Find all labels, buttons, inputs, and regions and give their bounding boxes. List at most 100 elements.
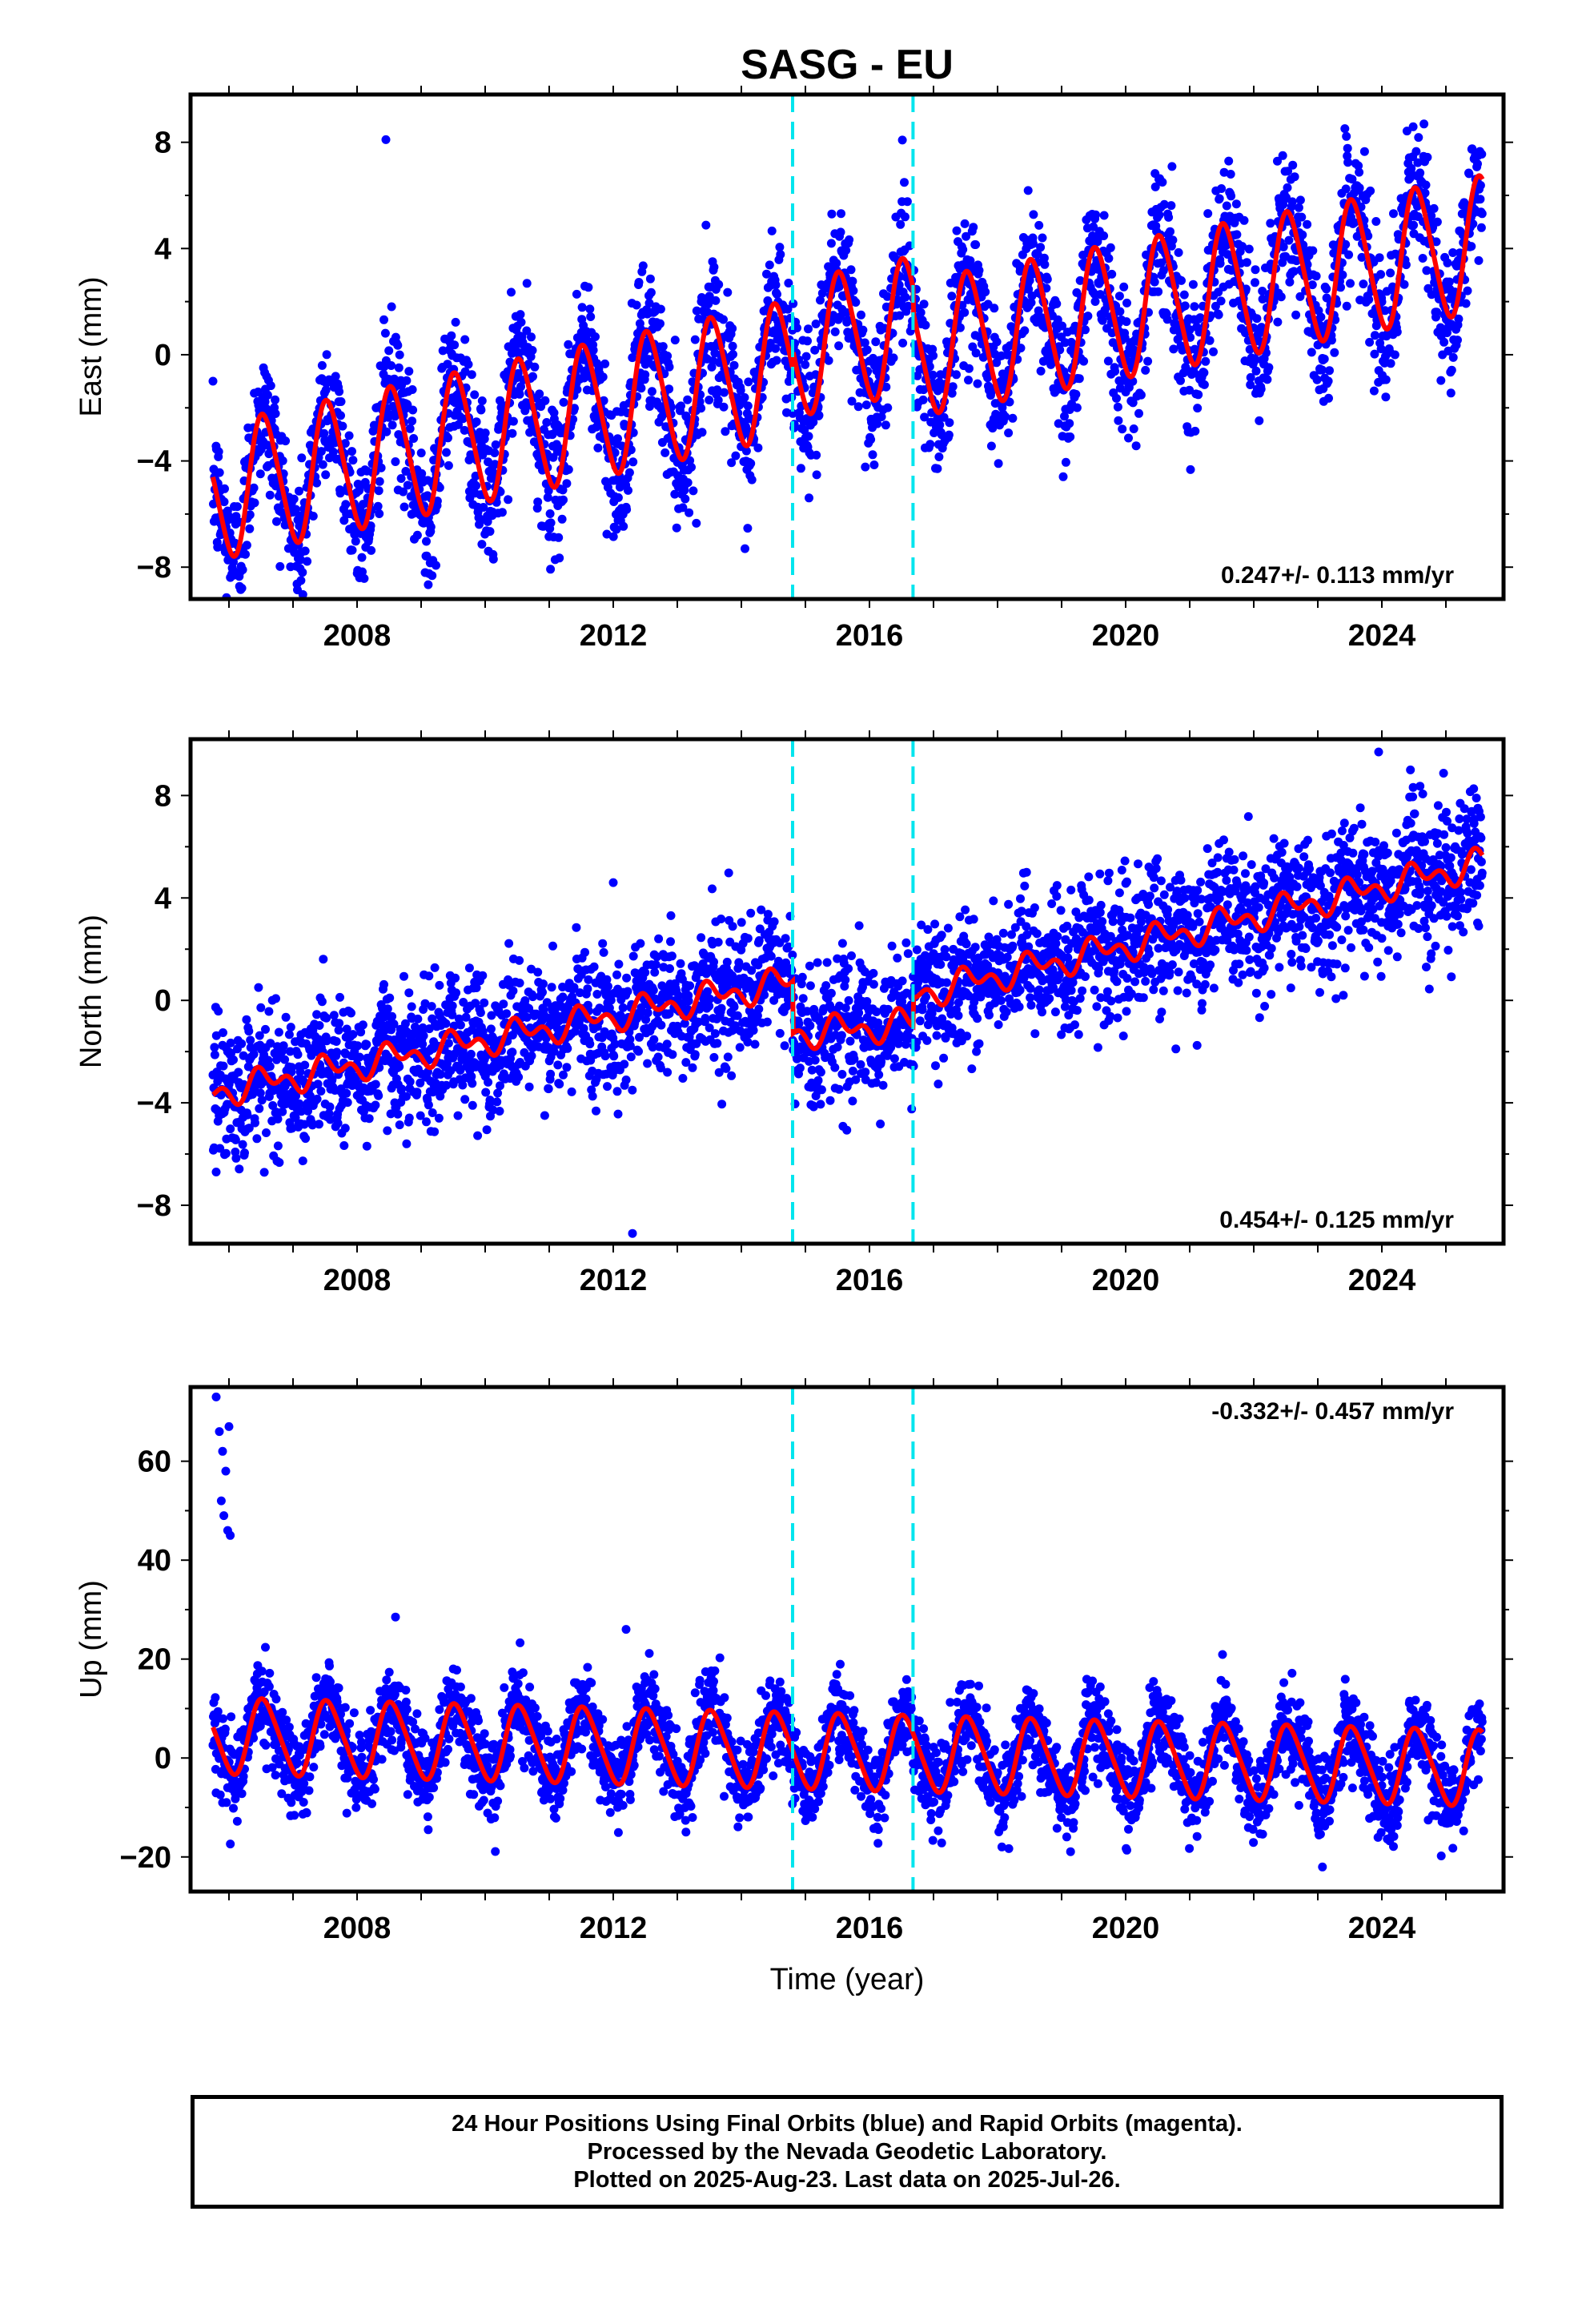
- data-point: [543, 493, 552, 502]
- data-point: [393, 1109, 403, 1119]
- data-point: [666, 911, 676, 920]
- data-point: [1381, 392, 1391, 402]
- data-point: [297, 453, 307, 463]
- data-point: [441, 1019, 451, 1028]
- data-point: [589, 962, 599, 971]
- data-point: [588, 1092, 597, 1101]
- data-point: [827, 209, 837, 219]
- data-point: [516, 382, 525, 392]
- data-point: [219, 1061, 228, 1071]
- data-point: [613, 434, 622, 444]
- data-point: [232, 502, 242, 512]
- data-point: [624, 485, 632, 495]
- data-point: [801, 352, 811, 361]
- data-point: [328, 447, 338, 456]
- data-point: [697, 428, 707, 437]
- data-point: [492, 1097, 502, 1107]
- data-point: [401, 1092, 411, 1101]
- data-point: [242, 1015, 251, 1024]
- data-point: [804, 324, 813, 334]
- data-point: [570, 404, 579, 413]
- data-point: [992, 337, 1002, 347]
- data-point: [858, 325, 868, 335]
- data-point: [1246, 372, 1255, 382]
- data-point: [513, 368, 523, 378]
- data-point: [371, 1080, 380, 1089]
- data-point: [539, 979, 548, 989]
- data-point: [705, 994, 715, 1003]
- data-point: [210, 1050, 219, 1059]
- data-point: [1158, 266, 1168, 275]
- data-point: [795, 1063, 805, 1073]
- data-point: [811, 320, 821, 328]
- data-point: [542, 418, 552, 427]
- data-point: [1178, 345, 1187, 355]
- data-point: [1245, 344, 1255, 354]
- data-point: [430, 1127, 440, 1136]
- data-point: [1279, 242, 1288, 251]
- data-point: [1423, 152, 1432, 162]
- data-point: [264, 1007, 274, 1016]
- data-point: [240, 1148, 249, 1158]
- data-point: [896, 219, 905, 229]
- data-point: [1107, 269, 1117, 279]
- data-point: [1099, 231, 1109, 240]
- data-point: [271, 409, 280, 418]
- data-point: [1258, 287, 1267, 296]
- data-point: [621, 1076, 631, 1084]
- data-point: [1143, 356, 1153, 366]
- data-point: [714, 279, 724, 289]
- data-point: [1376, 270, 1386, 279]
- data-point: [496, 396, 504, 405]
- data-point: [1419, 119, 1429, 129]
- data-point: [533, 497, 543, 507]
- data-point: [665, 362, 674, 372]
- data-point: [317, 997, 327, 1007]
- data-point: [274, 1027, 283, 1037]
- data-point: [1357, 252, 1367, 262]
- data-point: [435, 980, 444, 990]
- data-point: [901, 212, 909, 222]
- data-point: [958, 245, 968, 255]
- data-point: [810, 1055, 820, 1065]
- data-point: [683, 478, 693, 488]
- data-point: [803, 336, 812, 346]
- data-point: [546, 518, 556, 528]
- data-point: [1467, 242, 1476, 251]
- data-point: [422, 537, 431, 546]
- data-point: [866, 435, 876, 444]
- data-point: [252, 1134, 262, 1144]
- data-point: [646, 287, 656, 297]
- data-point: [447, 331, 456, 340]
- data-point: [813, 1076, 823, 1085]
- data-point: [544, 1084, 553, 1094]
- data-point: [929, 351, 938, 360]
- data-point: [710, 348, 720, 358]
- data-point: [335, 992, 344, 1002]
- data-point: [1324, 393, 1333, 403]
- data-point: [1242, 258, 1251, 267]
- data-point: [765, 260, 774, 270]
- data-point: [812, 450, 821, 460]
- data-point: [351, 537, 360, 546]
- data-point: [319, 428, 329, 438]
- data-point: [851, 298, 861, 307]
- data-point: [1407, 163, 1416, 173]
- data-point: [689, 486, 698, 496]
- data-point: [375, 509, 384, 518]
- data-point: [237, 584, 247, 593]
- data-point: [710, 1029, 720, 1039]
- data-point: [1081, 325, 1090, 335]
- data-point: [254, 983, 263, 992]
- data-point: [1375, 253, 1384, 263]
- data-point: [798, 994, 808, 1003]
- data-point: [427, 1002, 436, 1011]
- data-point: [1408, 122, 1418, 131]
- data-point: [1371, 217, 1381, 226]
- data-point: [1283, 167, 1292, 176]
- data-point: [692, 306, 701, 316]
- data-point: [648, 986, 658, 995]
- data-point: [653, 1052, 663, 1062]
- data-point: [781, 934, 790, 943]
- data-point: [776, 250, 785, 259]
